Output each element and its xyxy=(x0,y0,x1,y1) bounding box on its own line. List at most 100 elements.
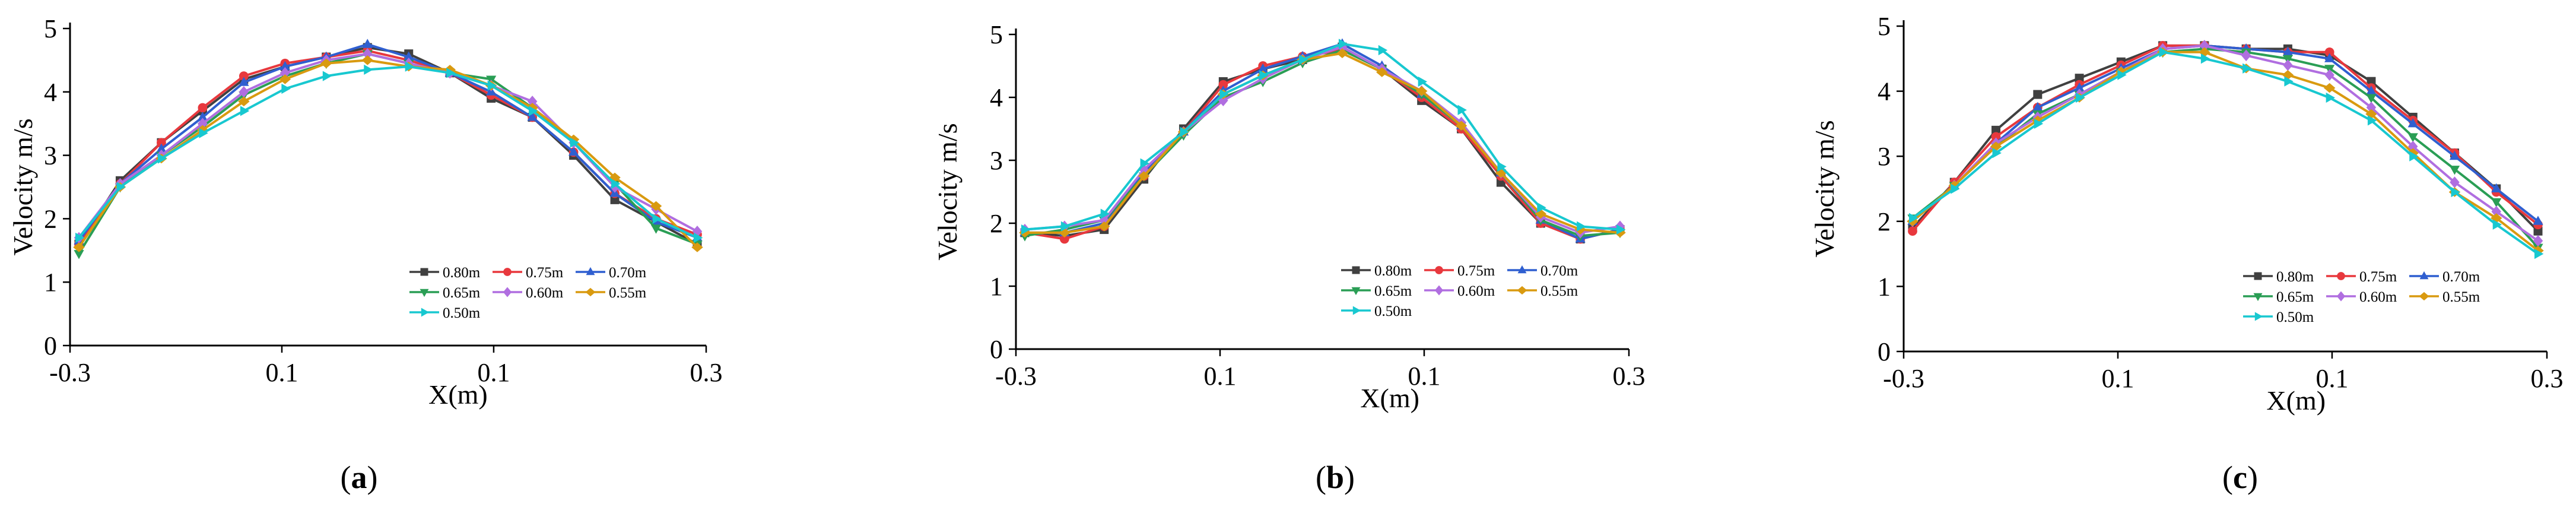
data-point-0.65m xyxy=(2407,133,2418,142)
legend-label: 0.55m xyxy=(1540,283,1578,299)
x-axis-title: X(m) xyxy=(2266,385,2326,416)
data-point-0.50m xyxy=(570,137,579,148)
data-point-0.60m xyxy=(2324,69,2334,81)
data-point-0.50m xyxy=(2492,219,2502,230)
data-point-0.50m xyxy=(1021,224,1031,235)
data-point-0.50m xyxy=(1577,221,1586,232)
data-point-0.50m xyxy=(281,83,291,94)
data-point-0.70m xyxy=(2449,150,2460,160)
data-point-0.50m xyxy=(364,64,373,75)
y-tick-label: 1 xyxy=(990,272,1003,301)
data-point-0.55m xyxy=(2323,83,2336,93)
data-point-0.50m xyxy=(75,232,85,243)
legend-marker-0.75m xyxy=(503,268,512,276)
panel-label: (a) xyxy=(341,460,378,495)
series-line-0.70m xyxy=(1911,44,2539,223)
y-tick-label: 1 xyxy=(1878,272,1891,301)
legend-label: 0.70m xyxy=(2442,269,2480,285)
panel-letter: c xyxy=(2233,460,2247,495)
legend-marker-0.75m xyxy=(1435,266,1443,274)
data-point-0.75m xyxy=(1059,234,1069,244)
data-point-0.50m xyxy=(1378,45,1388,56)
y-tick-label: 0 xyxy=(1878,337,1891,366)
data-point-0.70m xyxy=(2366,85,2377,95)
data-point-0.50m xyxy=(322,71,332,81)
data-point-0.70m xyxy=(2282,46,2294,56)
data-point-0.55m xyxy=(1415,86,1428,96)
series-line-0.55m xyxy=(1911,50,2539,252)
data-point-0.70m xyxy=(2032,102,2043,111)
data-point-0.55m xyxy=(1376,67,1388,77)
data-point-0.50m xyxy=(1537,202,1546,213)
legend-marker-0.80m xyxy=(420,268,428,276)
legend-marker-0.70m xyxy=(2419,271,2429,280)
x-tick-label: -0.3 xyxy=(995,362,1037,391)
data-point-0.75m xyxy=(239,71,249,81)
data-point-0.50m xyxy=(611,179,621,189)
data-point-0.80m xyxy=(610,195,620,204)
data-point-0.50m xyxy=(446,68,456,78)
data-point-0.55m xyxy=(361,55,374,65)
panel-letter: a xyxy=(351,460,367,495)
data-point-0.55m xyxy=(320,58,332,68)
data-point-0.50m xyxy=(487,80,497,91)
data-point-0.50m xyxy=(2076,92,2085,103)
data-point-0.70m xyxy=(362,39,373,48)
data-point-0.75m xyxy=(1991,132,2001,142)
legend-marker-0.80m xyxy=(1352,266,1360,274)
x-tick-label: 0.1 xyxy=(2101,364,2134,393)
y-tick-label: 0 xyxy=(990,335,1003,364)
legend-label: 0.65m xyxy=(443,285,481,301)
legend-label: 0.70m xyxy=(609,265,647,281)
data-point-0.50m xyxy=(1497,161,1507,172)
data-point-0.50m xyxy=(2200,53,2210,64)
legend-label: 0.60m xyxy=(526,285,564,301)
data-point-0.65m xyxy=(2366,94,2377,103)
legend-label: 0.75m xyxy=(2359,269,2397,285)
data-point-0.50m xyxy=(405,61,415,72)
data-point-0.70m xyxy=(156,143,167,153)
data-point-0.50m xyxy=(2117,69,2127,80)
legend-marker-0.55m xyxy=(2419,292,2429,301)
legend-label: 0.60m xyxy=(2359,289,2397,305)
data-point-0.50m xyxy=(529,106,538,116)
y-tick-label: 1 xyxy=(44,268,57,297)
x-axis-title: X(m) xyxy=(428,379,488,410)
legend-marker-0.55m xyxy=(1517,286,1527,295)
data-point-0.60m xyxy=(239,86,249,98)
legend-marker-0.50m xyxy=(2254,312,2263,321)
series-line-0.55m xyxy=(78,59,698,248)
y-tick-label: 3 xyxy=(44,141,57,170)
series-line-0.55m xyxy=(1025,52,1621,234)
legend-label: 0.65m xyxy=(2276,289,2314,305)
legend-label: 0.50m xyxy=(443,305,481,321)
data-point-0.65m xyxy=(650,224,662,234)
y-tick-label: 5 xyxy=(990,20,1003,49)
data-point-0.50m xyxy=(1909,213,1918,223)
y-axis-title: Velocity m/s xyxy=(932,123,963,260)
data-point-0.55m xyxy=(1138,171,1150,181)
data-point-0.60m xyxy=(2283,59,2293,71)
x-tick-label: 0.3 xyxy=(2531,364,2564,393)
y-tick-label: 4 xyxy=(44,78,57,107)
x-tick-label: 0.3 xyxy=(690,358,723,387)
data-point-0.55m xyxy=(650,201,662,211)
x-tick-label: 0.1 xyxy=(1203,362,1236,391)
legend-label: 0.70m xyxy=(1540,263,1578,279)
data-point-0.60m xyxy=(2407,141,2418,153)
data-point-0.80m xyxy=(2033,90,2043,99)
legend-marker-0.55m xyxy=(585,287,596,297)
data-point-0.70m xyxy=(2491,183,2502,192)
data-point-0.75m xyxy=(198,103,208,113)
panel-letter: b xyxy=(1326,460,1344,495)
data-point-0.60m xyxy=(280,67,290,79)
x-tick-label: 0.1 xyxy=(477,358,510,387)
data-point-0.50m xyxy=(2534,248,2544,259)
data-point-0.50m xyxy=(1338,39,1348,49)
data-point-0.80m xyxy=(2533,226,2543,236)
data-point-0.50m xyxy=(2284,76,2294,87)
data-point-0.55m xyxy=(1455,121,1468,131)
data-point-0.50m xyxy=(694,232,703,243)
data-point-0.50m xyxy=(2409,151,2419,161)
